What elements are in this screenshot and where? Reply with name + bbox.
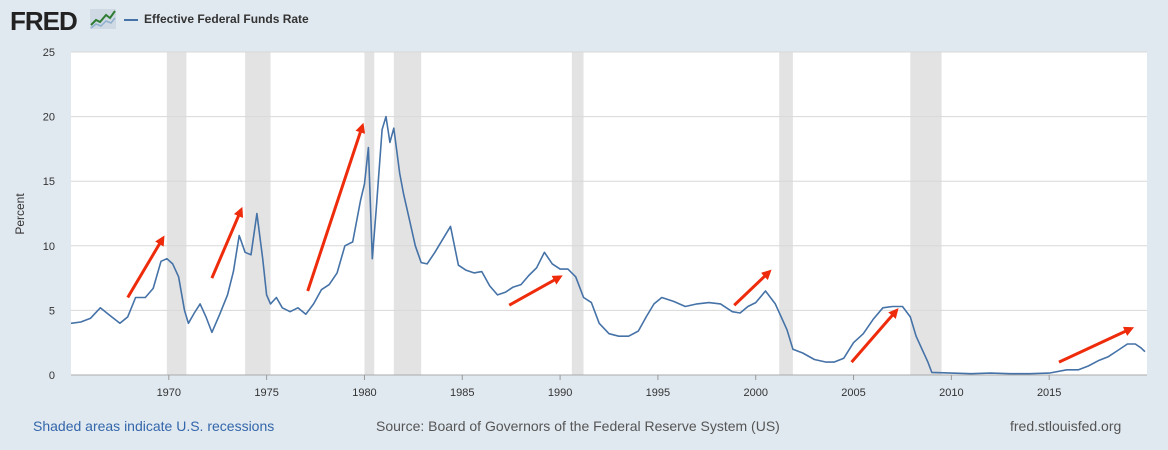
x-tick-label: 2005	[841, 387, 865, 399]
x-tick-label: 1980	[352, 387, 376, 399]
legend-label: Effective Federal Funds Rate	[144, 12, 309, 26]
plot-background	[71, 52, 1147, 375]
recession-band-2	[245, 52, 271, 375]
series-group	[70, 115, 1146, 375]
red-arrow-6	[850, 308, 899, 364]
red-arrow-1	[126, 235, 165, 299]
fred-chart-icon	[90, 9, 116, 29]
line-chart[interactable]: 0 5 10 15 20 25 1970 1975 1980 1985 1990 1995 2000 2…	[0, 40, 1168, 400]
legend-line-swatch	[124, 18, 138, 21]
x-tick-label: 1985	[450, 387, 474, 399]
fred-logo[interactable]: FRED	[10, 6, 78, 36]
x-tick-label: 1995	[646, 387, 670, 399]
gridlines	[71, 51, 1147, 376]
y-tick-label: 15	[43, 176, 55, 188]
red-arrow-4	[508, 275, 563, 307]
red-arrow-2	[210, 206, 244, 279]
chart-area: 0 5 10 15 20 25 1970 1975 1980 1985 1990 1995 2000 2…	[0, 40, 1168, 400]
recession-band-5	[571, 52, 584, 375]
recession-band-3	[364, 52, 375, 375]
red-arrow-7	[1058, 326, 1135, 364]
recession-note-link[interactable]: Shaded areas indicate U.S. recessions	[33, 418, 275, 434]
recession-shading	[166, 52, 942, 375]
red-arrow-5	[733, 269, 772, 307]
y-axis-ticks: 0 5 10 15 20 25	[43, 47, 55, 382]
annotation-arrows	[126, 122, 1135, 364]
recession-band-7	[910, 52, 942, 375]
y-tick-label: 5	[49, 305, 55, 317]
red-arrow-3	[306, 122, 366, 292]
x-tick-label: 2010	[939, 387, 963, 399]
site-link[interactable]: fred.stlouisfed.org	[1010, 418, 1122, 434]
legend[interactable]: Effective Federal Funds Rate	[124, 12, 309, 26]
recession-band-1	[166, 52, 187, 375]
y-tick-label: 0	[49, 370, 55, 382]
x-tick-label: 1975	[254, 387, 278, 399]
x-tick-label: 1990	[548, 387, 572, 399]
x-tick-label: 2015	[1037, 387, 1061, 399]
y-tick-label: 25	[43, 47, 55, 59]
series-line[interactable]	[70, 115, 1146, 375]
header: FRED Effective Federal Funds Rate	[0, 0, 1168, 40]
y-tick-label: 10	[43, 241, 55, 253]
y-axis-label: Percent	[13, 193, 27, 235]
x-axis-ticks: 1970 1975 1980 1985 1990 1995 2000 2005 2010 2015	[157, 375, 1061, 399]
y-tick-label: 20	[43, 112, 55, 124]
x-tick-label: 2000	[743, 387, 767, 399]
recession-band-6	[779, 52, 793, 375]
x-tick-label: 1970	[157, 387, 181, 399]
source-text: Source: Board of Governors of the Federa…	[376, 418, 780, 434]
